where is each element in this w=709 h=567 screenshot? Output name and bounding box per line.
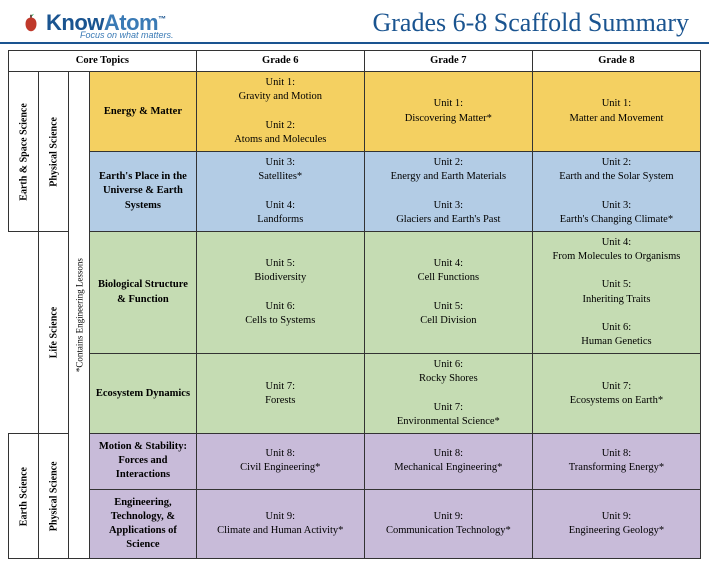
cell-g6-eng: Unit 9:Climate and Human Activity*	[196, 489, 364, 559]
cell-g6-energy: Unit 1:Gravity and MotionUnit 2:Atoms an…	[196, 72, 364, 152]
topic-motion: Motion & Stability: Forces and Interacti…	[90, 434, 197, 490]
disc-physical-2: Physical Science	[39, 434, 69, 559]
cell-g8-bio: Unit 4:From Molecules to OrganismsUnit 5…	[532, 231, 700, 353]
logo-tagline: Focus on what matters.	[80, 30, 174, 40]
page-title: Grades 6-8 Scaffold Summary	[372, 8, 689, 38]
cat-earth: Earth Science	[9, 434, 39, 559]
cell-g8-earth: Unit 2:Earth and the Solar SystemUnit 3:…	[532, 152, 700, 232]
topic-biological: Biological Structure & Function	[90, 231, 197, 353]
cell-g7-motion: Unit 8:Mechanical Engineering*	[364, 434, 532, 490]
header-row: Core Topics Grade 6 Grade 7 Grade 8	[9, 51, 701, 72]
cell-g7-eng: Unit 9:Communication Technology*	[364, 489, 532, 559]
core-topics-header: Core Topics	[9, 51, 197, 72]
grade8-header: Grade 8	[532, 51, 700, 72]
cell-g7-eco: Unit 6:Rocky ShoresUnit 7:Environmental …	[364, 354, 532, 434]
grade7-header: Grade 7	[364, 51, 532, 72]
row-engineering: Engineering, Technology, & Applications …	[9, 489, 701, 559]
apple-icon	[20, 12, 42, 34]
cell-g7-energy: Unit 1:Discovering Matter*	[364, 72, 532, 152]
grade6-header: Grade 6	[196, 51, 364, 72]
cell-g8-energy: Unit 1:Matter and Movement	[532, 72, 700, 152]
topic-ecosystem: Ecosystem Dynamics	[90, 354, 197, 434]
topic-energy-matter: Energy & Matter	[90, 72, 197, 152]
row-motion: Earth Science Physical Science Motion & …	[9, 434, 701, 490]
cell-g6-earth: Unit 3:Satellites*Unit 4:Landforms	[196, 152, 364, 232]
scaffold-table: Core Topics Grade 6 Grade 7 Grade 8 Eart…	[8, 50, 701, 559]
cell-g8-motion: Unit 8:Transforming Energy*	[532, 434, 700, 490]
cat-earth-space: Earth & Space Science	[9, 72, 39, 232]
disc-physical-1: Physical Science	[39, 72, 69, 232]
cell-g7-bio: Unit 4:Cell FunctionsUnit 5:Cell Divisio…	[364, 231, 532, 353]
row-earths-place: Earth's Place in the Universe & Earth Sy…	[9, 152, 701, 232]
cell-g8-eng: Unit 9:Engineering Geology*	[532, 489, 700, 559]
row-biological: Life Science Biological Structure & Func…	[9, 231, 701, 353]
topic-earths-place: Earth's Place in the Universe & Earth Sy…	[90, 152, 197, 232]
footnote-engineering: *Contains Engineering Lessons	[69, 72, 90, 559]
topic-engineering: Engineering, Technology, & Applications …	[90, 489, 197, 559]
cell-g6-motion: Unit 8:Civil Engineering*	[196, 434, 364, 490]
cell-g8-eco: Unit 7:Ecosystems on Earth*	[532, 354, 700, 434]
disc-life: Life Science	[39, 231, 69, 433]
row-ecosystem: Ecosystem Dynamics Unit 7:Forests Unit 6…	[9, 354, 701, 434]
cell-g6-eco: Unit 7:Forests	[196, 354, 364, 434]
cell-g7-earth: Unit 2:Energy and Earth MaterialsUnit 3:…	[364, 152, 532, 232]
cell-g6-bio: Unit 5:BiodiversityUnit 6:Cells to Syste…	[196, 231, 364, 353]
scaffold-table-wrap: Core Topics Grade 6 Grade 7 Grade 8 Eart…	[0, 44, 709, 567]
row-energy-matter: Earth & Space Science Physical Science *…	[9, 72, 701, 152]
